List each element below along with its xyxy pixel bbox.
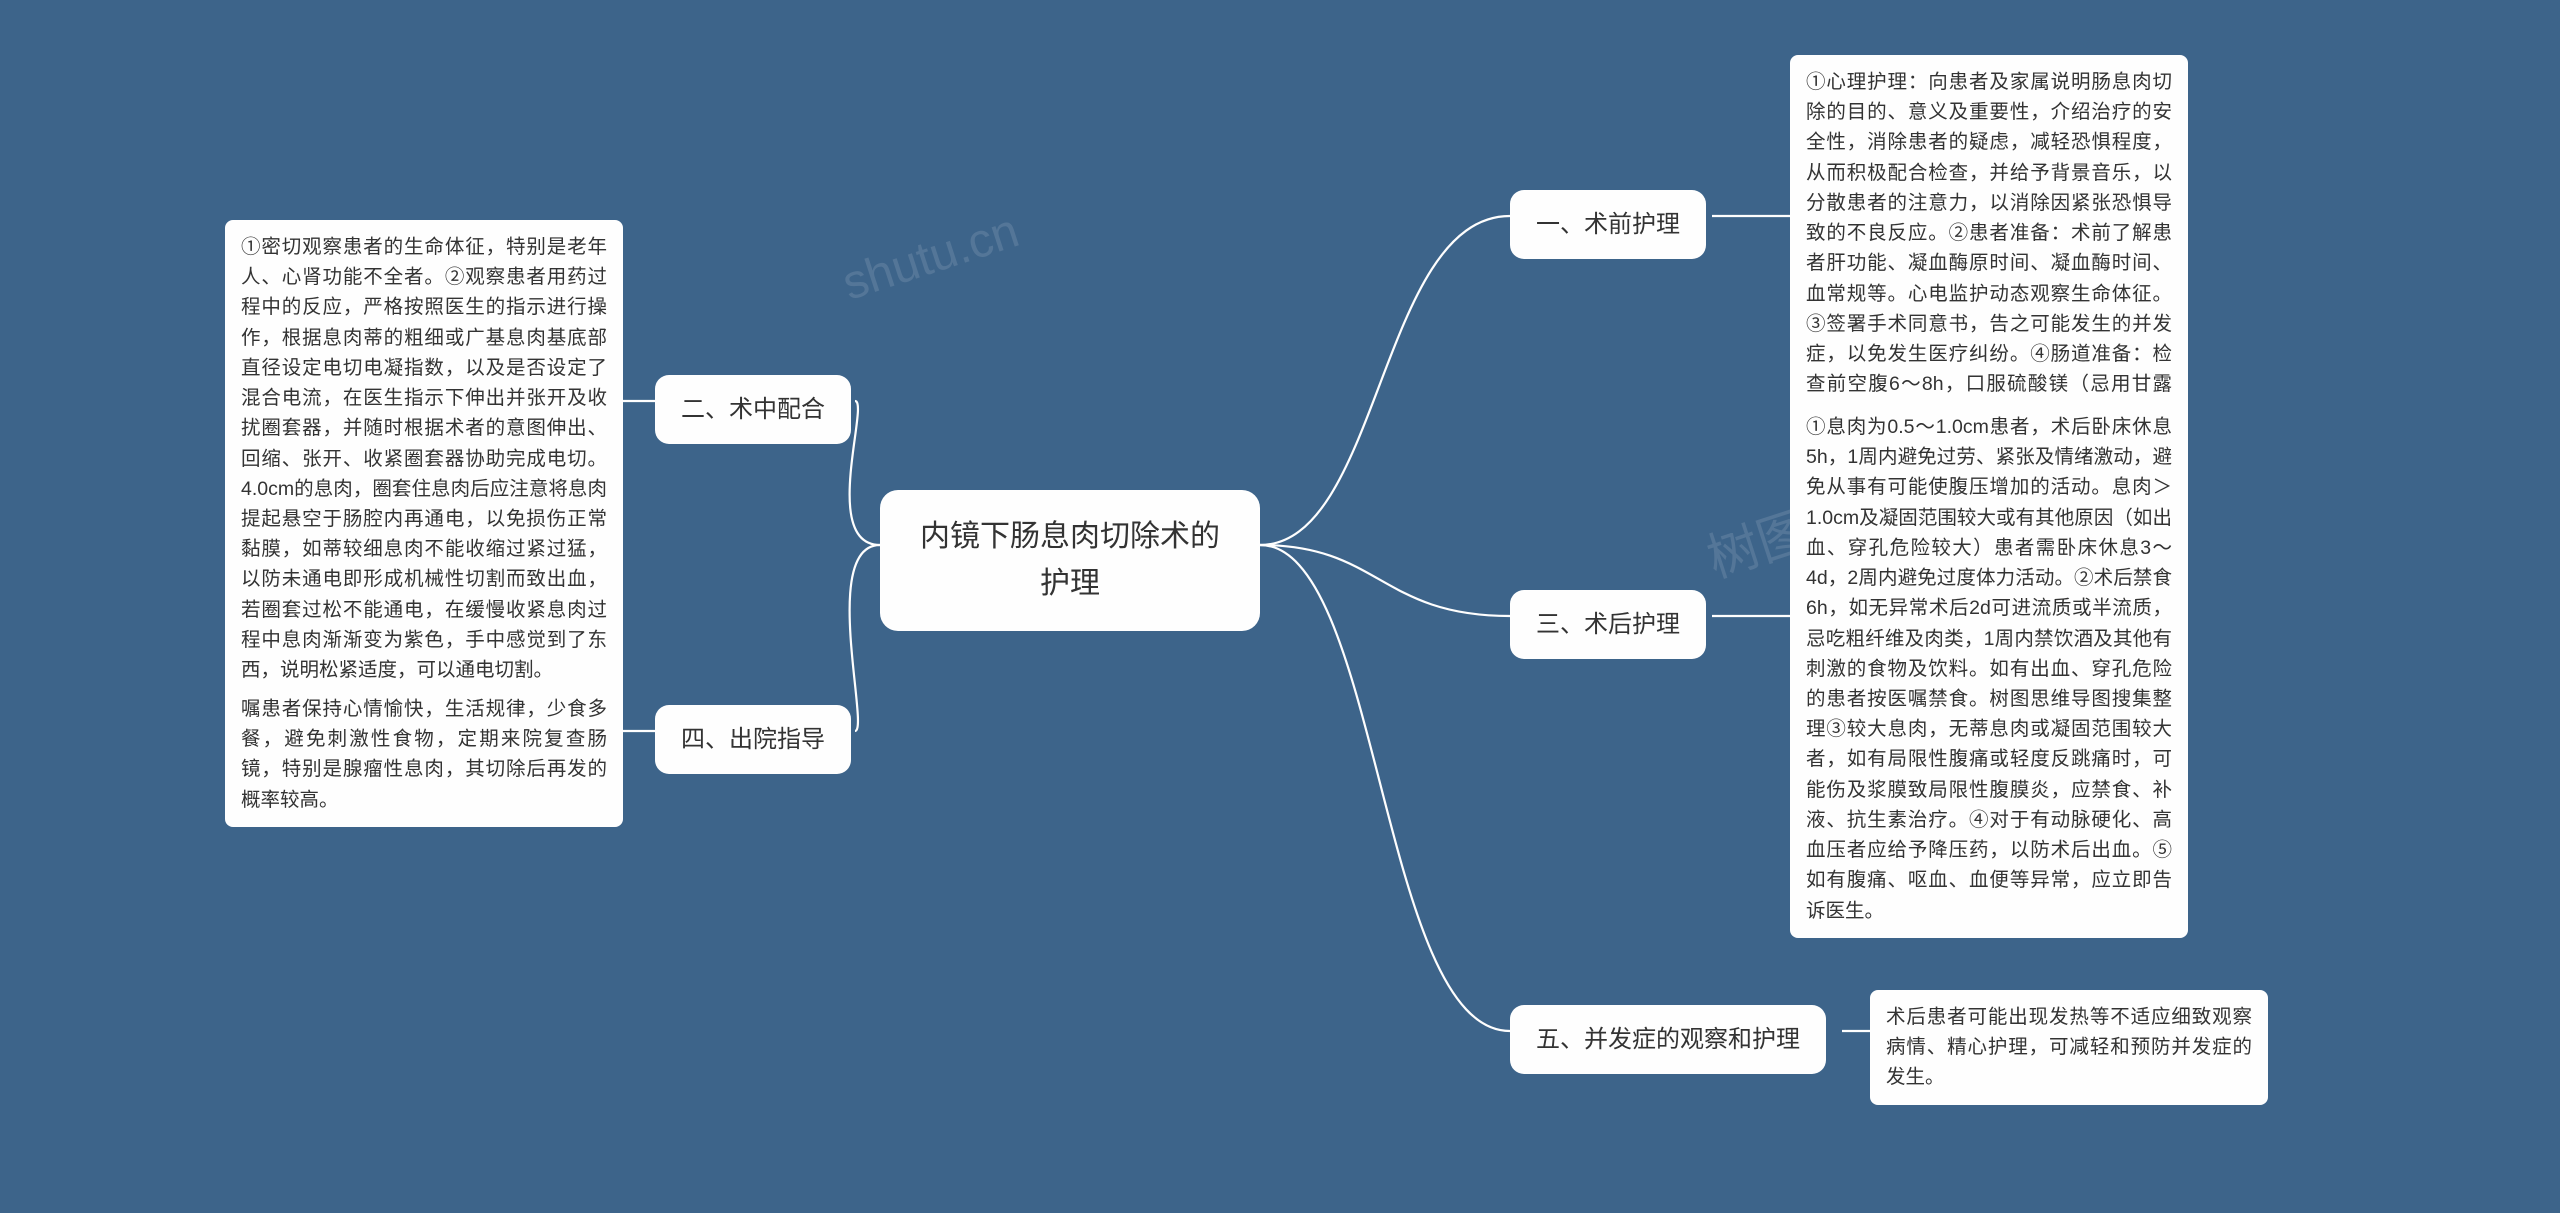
detail-text: ①息肉为0.5～1.0cm患者，术后卧床休息5h，1周内避免过劳、紧张及情绪激动… (1806, 416, 2172, 922)
branch-label: 一、术前护理 (1536, 211, 1680, 238)
detail-postop: ①息肉为0.5～1.0cm患者，术后卧床休息5h，1周内避免过劳、紧张及情绪激动… (1790, 400, 2188, 938)
detail-complication: 术后患者可能出现发热等不适应细致观察病情、精心护理，可减轻和预防并发症的发生。 (1870, 990, 2268, 1105)
center-node: 内镜下肠息肉切除术的护理 (880, 490, 1260, 631)
branch-intraop: 二、术中配合 (655, 375, 851, 444)
branch-label: 二、术中配合 (681, 396, 825, 423)
branch-discharge: 四、出院指导 (655, 705, 851, 774)
detail-text: ①密切观察患者的生命体征，特别是老年人、心肾功能不全者。②观察患者用药过程中的反… (241, 236, 607, 681)
branch-label: 三、术后护理 (1536, 611, 1680, 638)
branch-label: 五、并发症的观察和护理 (1536, 1026, 1800, 1053)
branch-preop: 一、术前护理 (1510, 190, 1706, 259)
detail-intraop: ①密切观察患者的生命体征，特别是老年人、心肾功能不全者。②观察患者用药过程中的反… (225, 220, 623, 697)
branch-label: 四、出院指导 (681, 726, 825, 753)
watermark: shutu.cn (836, 203, 1026, 311)
center-label: 内镜下肠息肉切除术的护理 (920, 520, 1220, 600)
detail-text: ①心理护理：向患者及家属说明肠息肉切除的目的、意义及重要性，介绍治疗的安全性，消… (1806, 71, 2172, 456)
branch-postop: 三、术后护理 (1510, 590, 1706, 659)
detail-text: 术后患者可能出现发热等不适应细致观察病情、精心护理，可减轻和预防并发症的发生。 (1886, 1006, 2252, 1088)
branch-complication: 五、并发症的观察和护理 (1510, 1005, 1826, 1074)
detail-discharge: 嘱患者保持心情愉快，生活规律，少食多餐，避免刺激性食物，定期来院复查肠镜，特别是… (225, 682, 623, 827)
detail-text: 嘱患者保持心情愉快，生活规律，少食多餐，避免刺激性食物，定期来院复查肠镜，特别是… (241, 698, 607, 811)
